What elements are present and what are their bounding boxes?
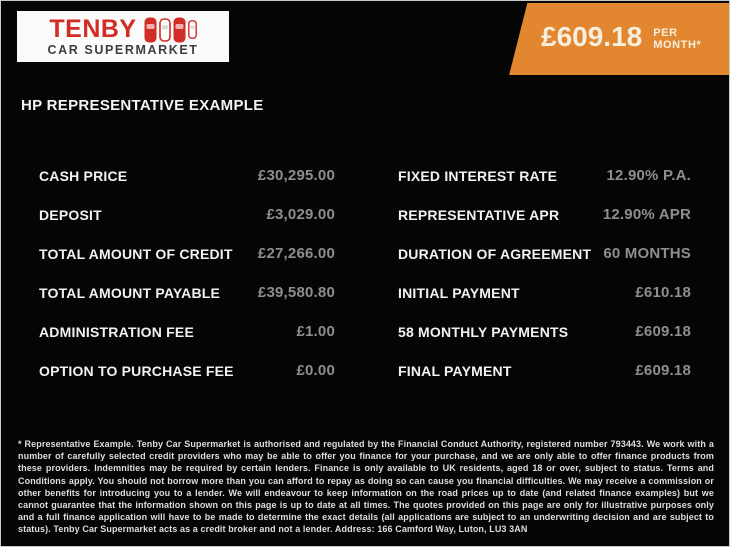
row-label: OPTION TO PURCHASE FEE xyxy=(39,362,234,379)
page-title: HP REPRESENTATIVE EXAMPLE xyxy=(21,97,264,114)
table-row: DEPOSIT £3,029.00 xyxy=(39,195,335,234)
legal-disclaimer: * Representative Example. Tenby Car Supe… xyxy=(18,439,714,535)
row-label: CASH PRICE xyxy=(39,167,128,184)
row-value: £610.18 xyxy=(635,284,691,301)
car-icon xyxy=(173,17,186,43)
table-row: ADMINISTRATION FEE £1.00 xyxy=(39,312,335,351)
table-row: FINAL PAYMENT £609.18 xyxy=(398,351,691,390)
monthly-price-amount: £609.18 xyxy=(541,21,643,52)
table-row: DURATION OF AGREEMENT 60 MONTHS xyxy=(398,234,691,273)
dealer-logo-title: TENBY xyxy=(49,15,137,44)
finance-table-right-column: FIXED INTEREST RATE 12.90% P.A. REPRESEN… xyxy=(398,156,691,390)
table-row: TOTAL AMOUNT PAYABLE £39,580.80 xyxy=(39,273,335,312)
monthly-price-banner xyxy=(509,3,729,75)
car-icon xyxy=(187,20,197,40)
row-label: TOTAL AMOUNT OF CREDIT xyxy=(39,245,233,262)
car-icon xyxy=(144,17,157,43)
table-row: OPTION TO PURCHASE FEE £0.00 xyxy=(39,351,335,390)
row-value: £1.00 xyxy=(296,323,335,340)
dealer-logo-subtitle: CAR SUPERMARKET xyxy=(47,43,199,58)
table-row: INITIAL PAYMENT £610.18 xyxy=(398,273,691,312)
table-row: FIXED INTEREST RATE 12.90% P.A. xyxy=(398,156,691,195)
table-row: 58 MONTHLY PAYMENTS £609.18 xyxy=(398,312,691,351)
monthly-price-text: £609.18 PER MONTH* xyxy=(541,1,729,73)
row-value: £3,029.00 xyxy=(266,206,335,223)
row-value: 12.90% APR xyxy=(602,206,691,223)
finance-table-left-column: CASH PRICE £30,295.00 DEPOSIT £3,029.00 … xyxy=(39,156,335,390)
row-label: FIXED INTEREST RATE xyxy=(398,167,558,184)
car-icons xyxy=(144,17,197,43)
row-label: 58 MONTHLY PAYMENTS xyxy=(398,323,569,340)
table-row: TOTAL AMOUNT OF CREDIT £27,266.00 xyxy=(39,234,335,273)
monthly-price-suffix: PER MONTH* xyxy=(653,27,702,51)
dealer-logo: TENBY CAR SUPERMA xyxy=(17,11,229,62)
row-label: TOTAL AMOUNT PAYABLE xyxy=(39,284,221,301)
row-label: INITIAL PAYMENT xyxy=(398,284,520,301)
row-value: £39,580.80 xyxy=(257,284,335,301)
row-value: £0.00 xyxy=(296,362,335,379)
row-value: £609.18 xyxy=(635,323,691,340)
dealer-logo-top-line: TENBY xyxy=(49,15,197,44)
row-value: 12.90% P.A. xyxy=(606,167,691,184)
row-value: 60 MONTHS xyxy=(603,245,691,262)
row-value: £27,266.00 xyxy=(257,245,335,262)
row-label: DEPOSIT xyxy=(39,206,102,223)
row-label: ADMINISTRATION FEE xyxy=(39,323,195,340)
row-value: £30,295.00 xyxy=(257,167,335,184)
row-label: REPRESENTATIVE APR xyxy=(398,206,560,223)
table-row: CASH PRICE £30,295.00 xyxy=(39,156,335,195)
car-icon xyxy=(158,17,171,42)
row-value: £609.18 xyxy=(635,362,691,379)
row-label: DURATION OF AGREEMENT xyxy=(398,245,592,262)
row-label: FINAL PAYMENT xyxy=(398,362,512,379)
table-row: REPRESENTATIVE APR 12.90% APR xyxy=(398,195,691,234)
